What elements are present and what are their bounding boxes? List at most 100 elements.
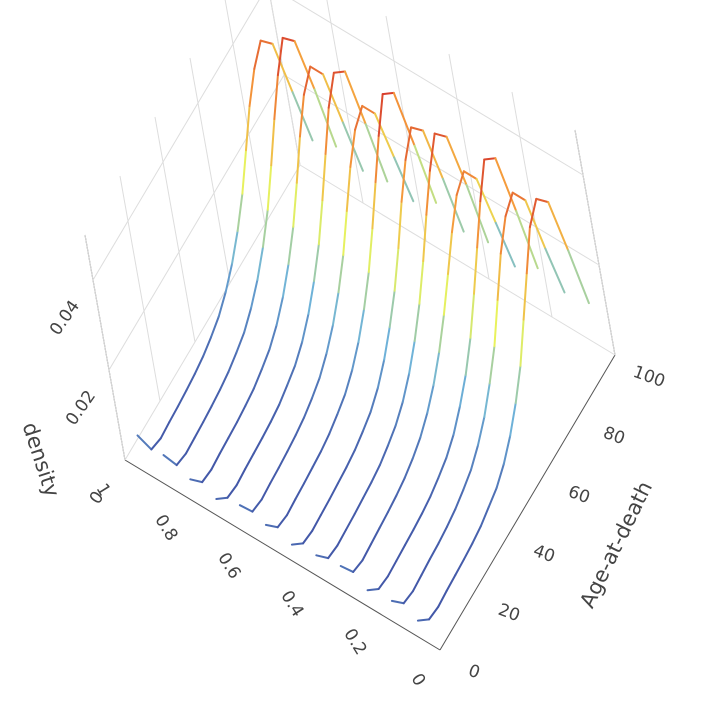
density-curve-segment	[315, 554, 330, 560]
grid-line	[448, 53, 490, 280]
density-curve-segment	[277, 450, 289, 469]
density-curve-segment	[311, 450, 323, 469]
density-curve-segment	[429, 476, 440, 498]
density-curve-segment	[201, 468, 213, 484]
density-curve-segment	[476, 416, 486, 447]
grid-line	[326, 0, 364, 204]
density-curve-segment	[294, 482, 306, 501]
density-curve-segment	[352, 559, 364, 573]
density-curve-segment	[353, 430, 364, 452]
density-curve-segment	[525, 226, 531, 275]
density-curve-segment	[339, 565, 355, 573]
density-curve-segment	[235, 331, 246, 354]
density-curve-segment	[464, 336, 472, 376]
density-curve-segment	[285, 498, 297, 517]
density-curve-segment	[445, 574, 457, 592]
density-curve-segment	[450, 194, 458, 234]
density-curve-segment	[487, 486, 498, 509]
density-curve-segment	[193, 421, 205, 439]
density-curve-segment	[367, 227, 374, 273]
density-curve-segment	[351, 340, 360, 372]
density-curve-segment	[462, 542, 474, 561]
density-curve-segment	[361, 104, 376, 115]
density-curve-segment	[514, 364, 522, 405]
density-curve-segment	[494, 157, 518, 212]
density-curve-segment	[210, 388, 222, 408]
density-curve-segment	[345, 165, 352, 212]
density-curve-segment	[251, 498, 263, 513]
density-curve-segment	[441, 177, 465, 233]
density-curve-segment	[202, 405, 213, 424]
density-curve-segment	[298, 93, 305, 138]
density-curve-segment	[290, 542, 305, 546]
density-curve-segment	[509, 402, 517, 437]
density-curve-segment	[422, 129, 444, 180]
density-curve-segment	[292, 181, 298, 228]
x-tick-label: 0.8	[150, 511, 181, 545]
density-curve-segment	[524, 199, 547, 250]
density-curve-segment	[369, 527, 381, 546]
density-curve-segment	[162, 454, 178, 467]
grid-line	[84, 234, 126, 461]
density-curve-segment	[278, 384, 289, 406]
density-curve-segment	[281, 263, 290, 298]
density-curve-segment	[378, 511, 389, 530]
density-curve-segment	[349, 128, 357, 168]
density-curve-segment	[462, 170, 478, 180]
density-curve-segment	[395, 477, 406, 497]
density-curve-segment	[445, 508, 457, 528]
y-tick-label: 100	[630, 362, 667, 392]
grid-line	[291, 0, 584, 176]
density-curve-segment	[388, 289, 396, 329]
density-curve-segment	[318, 352, 328, 379]
density-curve-segment	[320, 432, 331, 453]
z-axis-title: density	[18, 419, 65, 500]
density-curve-segment	[344, 70, 367, 126]
density-curve-segment	[528, 197, 538, 229]
density-curve-segment	[374, 134, 380, 184]
density-curve-segment	[321, 153, 327, 202]
density-curve-segment	[438, 313, 445, 354]
density-curve-segment	[219, 371, 230, 391]
density-curve-segment	[268, 324, 278, 351]
density-curve-segment	[210, 315, 220, 339]
x-tick-label: 0.2	[339, 625, 370, 659]
density-curve-segment	[428, 542, 440, 560]
density-curve-segment	[408, 339, 416, 375]
density-curve-segment	[411, 574, 423, 593]
density-curve-segment	[364, 123, 389, 183]
density-curve-segment	[361, 543, 372, 562]
density-curve-segment	[136, 434, 153, 451]
density-curve-segment	[307, 280, 316, 315]
density-curve-segment	[236, 192, 244, 232]
density-curve-segment	[253, 39, 262, 70]
density-curve-segment	[377, 93, 384, 137]
density-curve-segment	[286, 364, 296, 387]
z-tick-label: 0.02	[62, 387, 100, 429]
density-curve-segment	[317, 199, 324, 246]
density-curve-segment	[345, 449, 356, 469]
density-curve-segment	[244, 387, 255, 407]
grid-line	[124, 164, 301, 461]
density-curve-segment	[327, 71, 335, 109]
density-curve-segment	[421, 495, 432, 515]
density-curve-segment	[287, 225, 295, 266]
density-curve-segment	[377, 575, 389, 590]
density-curve-segment	[336, 528, 347, 547]
y-tick-label: 0	[465, 661, 482, 683]
density-curve-segment	[483, 157, 497, 161]
z-tick-label: 0.04	[46, 297, 84, 339]
density-curve-segment	[426, 383, 435, 415]
density-curve-segment	[303, 466, 314, 485]
density-curve-segment	[422, 213, 428, 263]
density-curve-segment	[252, 368, 263, 390]
density-curve-segment	[248, 67, 256, 108]
density-curve-segment	[261, 208, 269, 249]
density-curve-segment	[381, 91, 395, 96]
density-curve-segment	[455, 170, 465, 196]
density-curve-segment	[332, 70, 346, 74]
density-curve-segment	[462, 468, 472, 492]
density-curve-segment	[311, 514, 322, 532]
density-curve-segment	[293, 40, 316, 91]
density-curve-segment	[235, 468, 247, 487]
